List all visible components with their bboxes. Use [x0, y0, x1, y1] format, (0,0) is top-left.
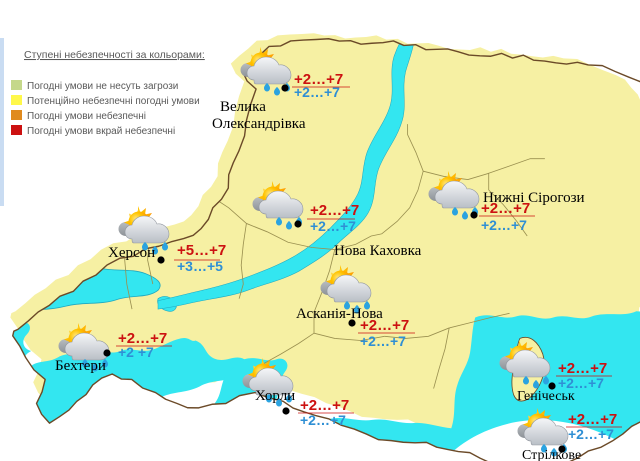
svg-text:Погодні умови вкрай небезпечні: Погодні умови вкрай небезпечні: [27, 125, 175, 137]
svg-text:Велика: Велика: [220, 99, 266, 115]
svg-text:+2…+7: +2…+7: [310, 218, 356, 234]
svg-text:Потенційно небезпечні погодні: Потенційно небезпечні погодні умови: [27, 95, 200, 107]
svg-text:+3…+5: +3…+5: [177, 258, 223, 274]
svg-text:Хорли: Хорли: [255, 388, 295, 404]
svg-text:Ступені небезпечності за кольо: Ступені небезпечності за кольорами:: [24, 49, 205, 61]
svg-text:+2…+7: +2…+7: [558, 375, 604, 391]
svg-text:Стрілкове: Стрілкове: [522, 448, 581, 461]
svg-text:+2…+7: +2…+7: [481, 200, 530, 217]
svg-text:+2…+7: +2…+7: [481, 217, 527, 233]
svg-text:Генічеськ: Генічеськ: [517, 389, 575, 404]
svg-text:Погодні умови небезпечні: Погодні умови небезпечні: [27, 110, 146, 122]
svg-text:Бехтери: Бехтери: [55, 358, 106, 374]
svg-text:+2…+7: +2…+7: [310, 202, 359, 219]
svg-text:+2…+7: +2…+7: [294, 84, 340, 100]
svg-text:+2…+7: +2…+7: [360, 333, 406, 349]
svg-text:+2 +7: +2 +7: [118, 344, 154, 360]
svg-text:+2…+7: +2…+7: [300, 412, 346, 428]
svg-text:Погодні умови не несуть загроз: Погодні умови не несуть загрози: [27, 81, 178, 92]
svg-text:+2…+7: +2…+7: [568, 426, 614, 442]
svg-text:+2…+7: +2…+7: [360, 317, 409, 334]
svg-text:Херсон: Херсон: [108, 245, 155, 261]
svg-text:Нова Каховка: Нова Каховка: [334, 243, 422, 259]
svg-text:+5…+7: +5…+7: [177, 242, 226, 259]
svg-text:Олександрівка: Олександрівка: [212, 116, 306, 132]
